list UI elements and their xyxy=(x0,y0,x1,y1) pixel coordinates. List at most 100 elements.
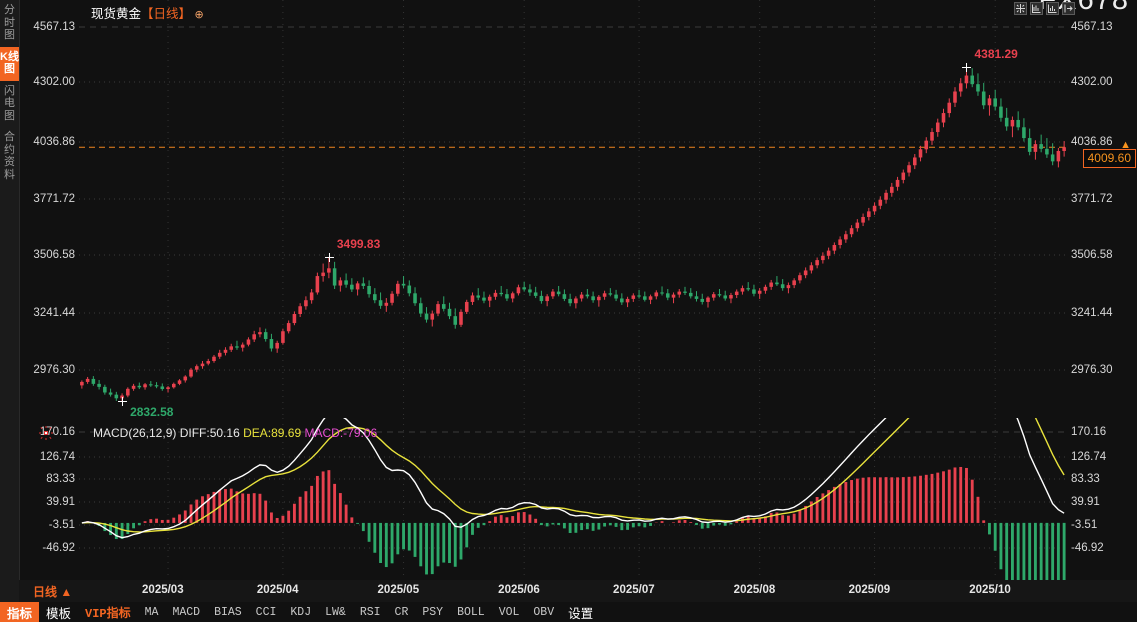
sidebar-item-lightning[interactable]: 闪电图 xyxy=(0,81,19,128)
settings-circle-icon[interactable]: ⊕ xyxy=(194,9,204,21)
toolbar-button-label: 指标 xyxy=(7,606,33,621)
toolbar-button-macd[interactable]: MACD xyxy=(165,602,207,622)
sidebar-item-contract-info[interactable]: 合约资料 xyxy=(0,127,19,186)
x-axis-label: 2025/06 xyxy=(498,584,540,596)
x-axis-label: 2025/10 xyxy=(969,584,1011,596)
chart-title: 现货黄金【日线】 ⊕ xyxy=(91,3,204,22)
macd-legend: MACD(26,12,9) DIFF:50.16 DEA:89.69 MACD:… xyxy=(93,426,377,440)
macd-axis-label: 83.33 xyxy=(46,473,75,485)
instrument-name: 现货黄金 xyxy=(91,7,142,21)
toolbar-button-label: LW& xyxy=(325,605,346,619)
price-axis-label: 3771.72 xyxy=(33,193,75,205)
toolbar-button-label: RSI xyxy=(359,605,381,619)
price-axis-label-right: 2976.30 xyxy=(1071,364,1113,376)
chart-export-icon[interactable] xyxy=(1062,2,1075,15)
toolbar-button-label: VOL xyxy=(498,605,520,619)
toolbar-button-vol[interactable]: VOL xyxy=(492,602,527,622)
toolbar-button-label: OBV xyxy=(533,605,555,619)
toolbar-button-obv[interactable]: OBV xyxy=(526,602,561,622)
x-axis-label: 2025/04 xyxy=(256,584,299,596)
price-annotation: 3499.83 xyxy=(336,237,381,252)
macd-plot[interactable] xyxy=(79,418,1067,580)
toolbar-button-bias[interactable]: BIAS xyxy=(207,602,249,622)
annotation-marker xyxy=(962,63,972,73)
toolbar-button-[interactable]: 模板 xyxy=(39,602,78,622)
toolbar-button-label: CR xyxy=(394,605,409,619)
macd-axis-label: 126.74 xyxy=(39,451,75,463)
price-axis-label-right: 4036.86 xyxy=(1071,136,1113,148)
annotation-marker xyxy=(118,396,128,406)
price-axis-label: 4567.13 xyxy=(33,21,75,33)
toolbar-button-label: CCI xyxy=(255,605,277,619)
toolbar-button-label: VIP指标 xyxy=(85,606,131,621)
chart-right-icon[interactable] xyxy=(1046,2,1059,15)
macd-axis-label-right: -3.51 xyxy=(1071,519,1098,531)
chart-toolbar xyxy=(1014,2,1075,15)
price-axis-label: 4036.86 xyxy=(33,136,75,148)
toolbar-button-lw[interactable]: LW& xyxy=(318,602,353,622)
sidebar-item-kline[interactable]: K线图 xyxy=(0,46,19,81)
toolbar-button-label: BIAS xyxy=(214,605,242,619)
x-axis-label: 2025/05 xyxy=(377,584,420,596)
left-sidebar: 分时图 K线图闪电图合约资料 xyxy=(0,0,20,622)
sidebar-item-label: 分时图 xyxy=(4,4,15,41)
toolbar-button-cci[interactable]: CCI xyxy=(249,602,284,622)
price-axis-label-right: 3241.44 xyxy=(1071,307,1113,319)
period-label: 【日线】 xyxy=(141,7,192,21)
toolbar-button-rsi[interactable]: RSI xyxy=(353,602,388,622)
macd-axis-label-right: 83.33 xyxy=(1071,473,1100,485)
macd-indicator-icon[interactable] xyxy=(39,426,53,440)
macd-axis-label-right: -46.92 xyxy=(1071,542,1104,554)
toolbar-button-ma[interactable]: MA xyxy=(138,602,166,622)
sidebar-item-timeshare[interactable]: 分时图 xyxy=(0,0,19,47)
macd-pane: 170.16 126.74 83.33 39.91 -3.51 -46.92 170.16… xyxy=(19,418,1137,580)
macd-svg xyxy=(79,418,1067,580)
toolbar-button-label: 设置 xyxy=(568,606,594,621)
toolbar-button-[interactable]: 设置 xyxy=(561,602,600,622)
chart-left-icon[interactable] xyxy=(1030,2,1043,15)
annotation-marker xyxy=(324,253,334,263)
x-axis-label: 2025/07 xyxy=(613,584,655,596)
toolbar-button-label: KDJ xyxy=(290,605,312,619)
macd-axis-label-right: 39.91 xyxy=(1071,496,1100,508)
toolbar-button-boll[interactable]: BOLL xyxy=(450,602,492,622)
price-axis-label-right: 3506.58 xyxy=(1071,249,1113,261)
price-annotation: 4381.29 xyxy=(974,47,1018,62)
macd-title: MACD(26,12,9) xyxy=(93,426,177,440)
price-axis-label-right: 3771.72 xyxy=(1071,193,1113,205)
macd-dea-value: DEA:89.69 xyxy=(243,426,302,440)
macd-hist-value: MACD:-79.06 xyxy=(304,426,378,440)
bottom-toolbar: 指标 模板 VIP指标 MA MACD BIAS CCI KDJ LW& RSI CR PSY BOLL… xyxy=(0,602,1118,622)
x-axis-label: 2025/09 xyxy=(848,584,891,596)
price-axis-label: 3506.58 xyxy=(33,249,75,261)
sidebar-item-label: K线图 xyxy=(0,50,19,76)
crosshair-icon[interactable] xyxy=(1014,2,1027,15)
macd-axis-label: 170.16 xyxy=(39,426,75,438)
macd-axis-label-right: 126.74 xyxy=(1071,451,1107,463)
toolbar-button-label: MACD xyxy=(172,605,201,619)
price-arrow-icon: ▲ xyxy=(1120,139,1131,152)
toolbar-button-psy[interactable]: PSY xyxy=(415,602,450,622)
toolbar-button-cr[interactable]: CR xyxy=(388,602,416,622)
chart-wrapper: 现货黄金【日线】 ⊕ xyxy=(19,0,1137,622)
macd-diff-value: DIFF:50.16 xyxy=(179,426,240,440)
toolbar-button-[interactable]: 指标 xyxy=(0,602,40,622)
price-axis-label: 4302.00 xyxy=(33,76,75,88)
toolbar-button-label: PSY xyxy=(422,605,444,619)
toolbar-button-vip[interactable]: VIP指标 xyxy=(78,602,138,622)
candlestick-svg xyxy=(79,0,1067,418)
toolbar-button-label: MA xyxy=(144,605,159,619)
price-plot[interactable] xyxy=(79,0,1067,418)
toolbar-button-kdj[interactable]: KDJ xyxy=(283,602,318,622)
toolbar-button-label: 模板 xyxy=(46,606,72,621)
macd-axis-label-right: 170.16 xyxy=(1071,426,1107,438)
timeframe-button[interactable]: 日线 ▲ xyxy=(33,585,73,599)
macd-axis-label: -3.51 xyxy=(48,519,75,531)
price-axis-label-right: 4302.00 xyxy=(1071,76,1113,88)
current-price-tag: 4009.60 xyxy=(1082,149,1136,169)
price-pane: 4567.13 4302.00 4036.86 3771.72 3506.58 3241.… xyxy=(19,0,1137,419)
price-annotation: 2832.58 xyxy=(130,404,174,419)
macd-axis-label: 39.91 xyxy=(46,496,75,508)
sidebar-item-label: 合约资料 xyxy=(4,131,15,181)
